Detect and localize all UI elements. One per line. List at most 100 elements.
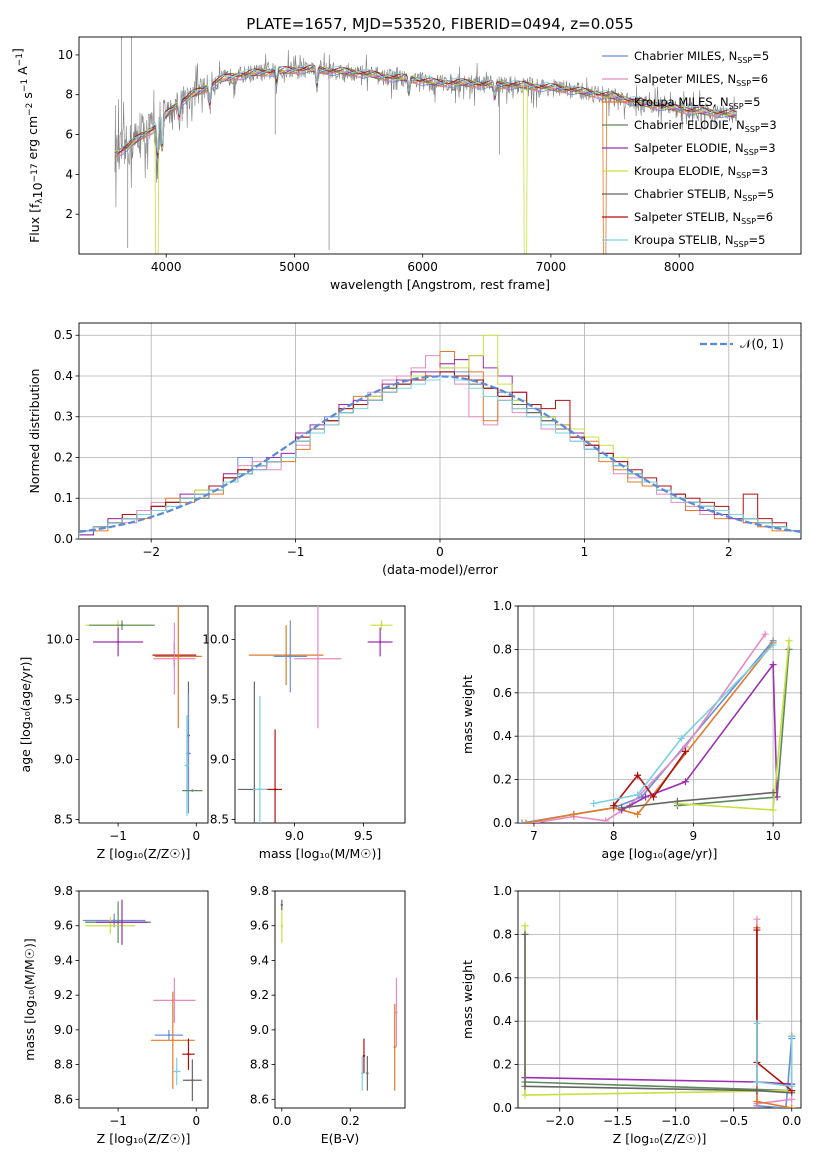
x-tick-label: 8 (610, 829, 618, 843)
x-axis-label: Z [log₁₀(Z/Z☉)] (97, 1131, 191, 1146)
y-tick-label: 9.0 (54, 752, 73, 766)
legend-entry: Salpeter STELIB, NSSP=6 (634, 210, 773, 226)
x-tick-label: −1 (287, 545, 305, 559)
point-marker (116, 640, 120, 644)
model-spectrum-8 (114, 63, 737, 155)
legend-entry-name: Kroupa ELODIE, N (634, 164, 736, 178)
point-marker (316, 657, 320, 660)
series-marker (602, 817, 610, 823)
x-axis-label: (data-model)/error (382, 562, 499, 577)
panel-age-vs-metallicity: −1 0 8.5 9.0 9.5 10.0 Z [log₁₀(Z/Z☉)] age [log₁… (18, 605, 209, 861)
series-line-7 (756, 930, 793, 1093)
series-marker (521, 1091, 529, 1099)
y-tick-label: 10.0 (202, 633, 229, 647)
legend-entry-suffix: =3 (759, 141, 776, 155)
y-axis-label: Normed distribution (27, 369, 42, 494)
x-tick-label: 0.0 (782, 1114, 801, 1128)
legend-entry-suffix: =5 (757, 187, 774, 201)
y-axis-label: mass weight (460, 960, 475, 1039)
y-axis-label-part: −17 (30, 163, 40, 182)
data-point-4 (153, 977, 196, 1023)
series-line-3 (677, 649, 790, 807)
legend-entry-sub: SSP (745, 125, 760, 134)
point-marker (280, 924, 284, 927)
legend-entry-name: Chabrier STELIB, N (634, 187, 742, 201)
y-tick-label: 9.8 (54, 884, 73, 898)
series-marker (634, 771, 642, 779)
legend-entry: Kroupa STELIB, NSSP=5 (634, 233, 765, 249)
data-point-3 (294, 606, 342, 729)
y-tick-label: 9.0 (54, 1023, 73, 1037)
y-tick-label: 0.3 (54, 410, 73, 424)
legend-entry: Salpeter ELODIE, NSSP=3 (634, 141, 776, 157)
point-marker (167, 1033, 171, 1037)
y-tick-label: 9.5 (54, 693, 73, 707)
series-marker (521, 930, 529, 938)
y-axis-label: mass weight (460, 675, 475, 754)
x-tick-label: 0 (436, 545, 444, 559)
axes-frame (78, 890, 209, 1109)
y-axis-label-part: λ (35, 198, 45, 204)
y-tick-label: 1.0 (493, 884, 512, 898)
x-tick-label: −1.0 (661, 1114, 690, 1128)
legend-entry: Chabrier ELODIE, NSSP=3 (634, 118, 777, 134)
data-point-7 (182, 1038, 195, 1070)
point-marker (173, 657, 176, 660)
legend-entry-name: Chabrier MILES, N (634, 49, 737, 63)
data-point-5 (154, 1029, 183, 1041)
point-marker (395, 1011, 398, 1014)
y-tick-label: 0.2 (54, 450, 73, 464)
series-marker (769, 661, 777, 669)
y-tick-label: 0.8 (493, 927, 512, 941)
legend-entry-sub: SSP (736, 171, 751, 180)
data-point-0 (280, 908, 284, 944)
y-axis-label: Flux [fλ10−17 erg cm−2 s−1 A−1] (10, 48, 45, 243)
y-tick-label: 8.6 (54, 1092, 73, 1106)
y-tick-label: 9.2 (54, 988, 73, 1002)
series-marker (590, 799, 598, 807)
legend-entry-name: Salpeter ELODIE, N (634, 141, 744, 155)
y-axis-label-part: −1 (20, 79, 30, 92)
point-marker (120, 623, 124, 627)
data-point-5 (153, 622, 196, 695)
data-point-2 (85, 917, 136, 935)
axes-frame (234, 605, 406, 824)
axes-frame (78, 322, 802, 540)
y-tick-label: 6 (65, 128, 73, 142)
y-tick-label: 8.6 (250, 1092, 269, 1106)
legend-entry-suffix: =3 (751, 164, 768, 178)
y-axis-label-part: Flux [f (27, 203, 42, 243)
point-marker (393, 1046, 396, 1049)
point-marker (187, 1052, 190, 1056)
point-marker (280, 903, 284, 907)
y-tick-label: 8 (65, 88, 73, 102)
point-marker (175, 1070, 178, 1073)
point-marker (378, 640, 382, 644)
y-tick-label: 9.6 (250, 919, 269, 933)
series-marker (753, 915, 761, 923)
series-marker (753, 926, 761, 934)
data-point-4 (273, 620, 307, 693)
x-axis-label: Z [log₁₀(Z/Z☉)] (613, 1131, 707, 1146)
y-tick-label: 9.2 (250, 988, 269, 1002)
mass-weight-series (521, 915, 796, 1108)
x-axis-label: E(B-V) (321, 1131, 360, 1146)
legend-entry-name: Salpeter STELIB, N (634, 210, 741, 224)
data-point-9 (182, 1059, 202, 1102)
series-marker (753, 1087, 761, 1095)
legend-entry: Kroupa ELODIE, NSSP=3 (634, 164, 768, 180)
errorbars (237, 606, 393, 823)
series-marker (769, 641, 777, 649)
data-point-1 (280, 899, 284, 911)
y-tick-label: 0.0 (493, 1101, 512, 1115)
panel-spectrum: 4000 5000 6000 7000 8000 2 4 6 8 10 wavelength [An… (10, 36, 802, 292)
data-point-2 (93, 627, 144, 657)
legend-entry-normal: 𝒩(0, 1) (740, 337, 784, 351)
series-marker (753, 1097, 761, 1105)
panel-residuals: −2 −1 0 1 2 0.0 0.1 0.2 0.3 0.4 0.5 (data-model)/er… (27, 322, 802, 577)
series-marker (570, 810, 578, 818)
point-marker (362, 1054, 366, 1058)
data-point-8 (172, 1057, 181, 1086)
y-axis-label-part: −2 (25, 103, 35, 116)
